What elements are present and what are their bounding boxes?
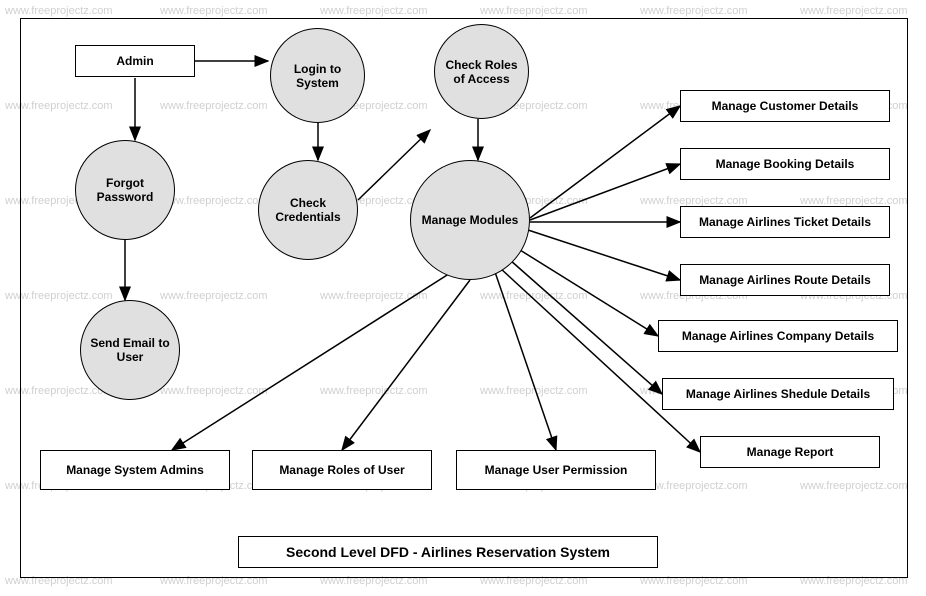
node-label: Check Roles of Access [441,58,522,86]
watermark-text: www.freeprojectz.com [160,5,268,17]
node-sendemail: Send Email to User [80,300,180,400]
node-admin: Admin [75,45,195,77]
node-mg-perm: Manage User Permission [456,450,656,490]
node-mg-ticket: Manage Airlines Ticket Details [680,206,890,238]
node-mg-report: Manage Report [700,436,880,468]
node-mg-book: Manage Booking Details [680,148,890,180]
node-label: Manage Report [747,445,834,459]
node-label: Manage System Admins [66,463,204,477]
node-label: Forgot Password [82,176,168,204]
node-label: Send Email to User [87,336,173,364]
watermark-text: www.freeprojectz.com [640,5,748,17]
node-label: Manage Roles of User [279,463,404,477]
watermark-text: www.freeprojectz.com [320,5,428,17]
node-mg-route: Manage Airlines Route Details [680,264,890,296]
node-label: Login to System [277,62,358,90]
node-mg-sched: Manage Airlines Shedule Details [662,378,894,410]
title-text: Second Level DFD - Airlines Reservation … [286,544,610,560]
node-label: Manage User Permission [485,463,628,477]
node-label: Manage Booking Details [716,157,855,171]
node-mg-cust: Manage Customer Details [680,90,890,122]
node-label: Manage Airlines Route Details [699,273,871,287]
node-label: Manage Modules [422,213,519,227]
node-mg-sys: Manage System Admins [40,450,230,490]
node-label: Check Credentials [265,196,351,224]
diagram-title: Second Level DFD - Airlines Reservation … [238,536,658,568]
node-mg-company: Manage Airlines Company Details [658,320,898,352]
watermark-text: www.freeprojectz.com [800,5,908,17]
node-label: Admin [116,54,153,68]
node-login: Login to System [270,28,365,123]
watermark-text: www.freeprojectz.com [480,5,588,17]
node-label: Manage Customer Details [712,99,859,113]
node-mg-roles: Manage Roles of User [252,450,432,490]
node-forgot: Forgot Password [75,140,175,240]
node-label: Manage Airlines Shedule Details [686,387,870,401]
watermark-text: www.freeprojectz.com [5,5,113,17]
node-label: Manage Airlines Ticket Details [699,215,871,229]
node-label: Manage Airlines Company Details [682,329,874,343]
node-modules: Manage Modules [410,160,530,280]
node-checkcred: Check Credentials [258,160,358,260]
node-checkroles: Check Roles of Access [434,24,529,119]
